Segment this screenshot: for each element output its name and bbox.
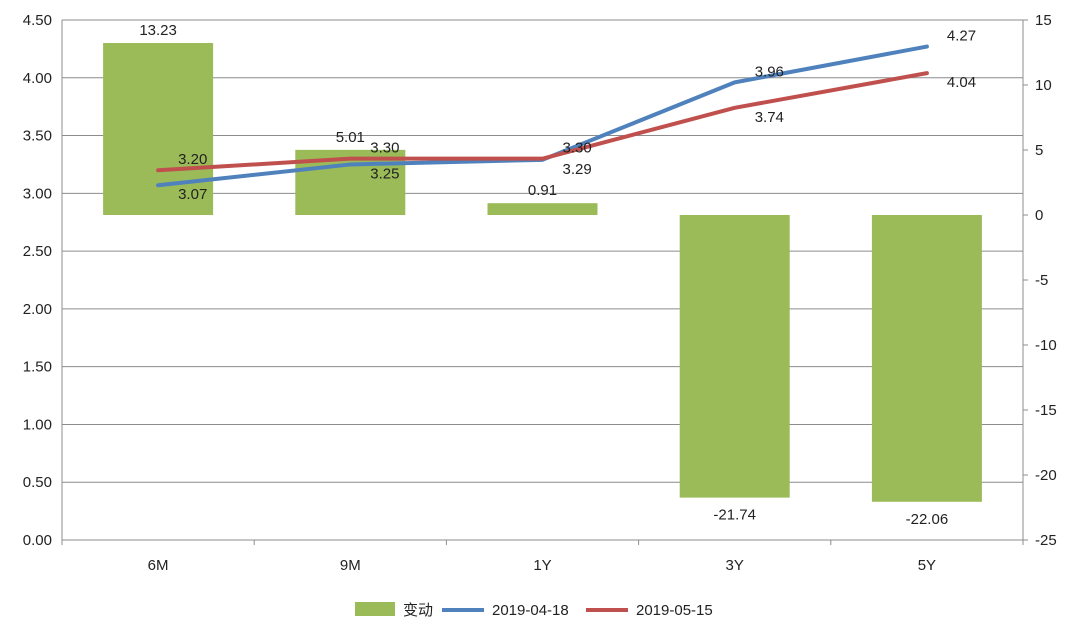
left-tick-label: 0.00 [23, 532, 52, 549]
line-data-label: 3.07 [178, 186, 207, 203]
right-tick-label: 5 [1035, 142, 1043, 159]
right-axis-ticks: -25 -20 -15 -10 -5 0 5 10 15 [1035, 12, 1057, 549]
gridlines [62, 19, 1023, 541]
line-data-label: 3.96 [755, 63, 784, 80]
left-tick-label: 1.50 [23, 359, 52, 376]
right-tick-label: -20 [1035, 467, 1057, 484]
legend-label: 2019-04-18 [492, 602, 569, 619]
left-tick-label: 3.50 [23, 128, 52, 145]
right-tick-label: 10 [1035, 77, 1052, 94]
right-tick-label: 0 [1035, 207, 1043, 224]
bar [487, 203, 598, 215]
x-tick-label: 5Y [918, 557, 936, 574]
x-tick-label: 3Y [726, 557, 744, 574]
line-data-label: 3.20 [178, 151, 207, 168]
left-tick-label: 1.00 [23, 416, 52, 433]
line-series [156, 44, 929, 188]
x-tick-label: 1Y [533, 557, 551, 574]
right-tick-label: -10 [1035, 337, 1057, 354]
bar-data-label: -22.06 [906, 511, 949, 528]
right-tick-label: -15 [1035, 402, 1057, 419]
right-tick-label: -25 [1035, 532, 1057, 549]
left-axis-ticks: 0.00 0.50 1.00 1.50 2.00 2.50 3.00 3.50 4.00 4.50 [23, 12, 52, 549]
data-labels: 13.23 5.01 0.91 -21.74 -22.06 3.07 3.25 3.29 3.9… [139, 22, 976, 528]
axes [61, 19, 1028, 545]
legend-label: 变动 [403, 602, 433, 619]
right-tick-label: 15 [1035, 12, 1052, 29]
bar [871, 215, 982, 502]
bar-data-label: 0.91 [528, 182, 557, 199]
x-tick-label: 9M [340, 557, 361, 574]
legend: 变动 2019-04-18 2019-05-15 [355, 602, 713, 619]
bar-series [103, 43, 982, 502]
x-tick-label: 6M [148, 557, 169, 574]
line-data-label: 3.29 [563, 161, 592, 178]
right-tick-label: -5 [1035, 272, 1048, 289]
legend-label: 2019-05-15 [636, 602, 713, 619]
line-data-label: 4.27 [947, 28, 976, 45]
line-data-label: 3.74 [755, 109, 784, 126]
series-line [156, 71, 929, 173]
legend-swatch-bar [355, 602, 395, 616]
left-tick-label: 2.50 [23, 243, 52, 260]
left-tick-label: 0.50 [23, 474, 52, 491]
left-tick-label: 4.00 [23, 70, 52, 87]
line-data-label: 3.25 [370, 165, 399, 182]
left-tick-label: 2.00 [23, 301, 52, 318]
line-data-label: 3.30 [370, 140, 399, 157]
bar-data-label: -21.74 [713, 507, 756, 524]
left-tick-label: 3.00 [23, 185, 52, 202]
bar-data-label: 13.23 [139, 22, 177, 39]
bar [679, 215, 790, 498]
line-data-label: 3.30 [563, 140, 592, 157]
bar-data-label: 5.01 [336, 129, 365, 146]
x-axis-ticks: 6M 9M 1Y 3Y 5Y [148, 557, 936, 574]
line-data-label: 4.04 [947, 74, 976, 91]
left-tick-label: 4.50 [23, 12, 52, 29]
